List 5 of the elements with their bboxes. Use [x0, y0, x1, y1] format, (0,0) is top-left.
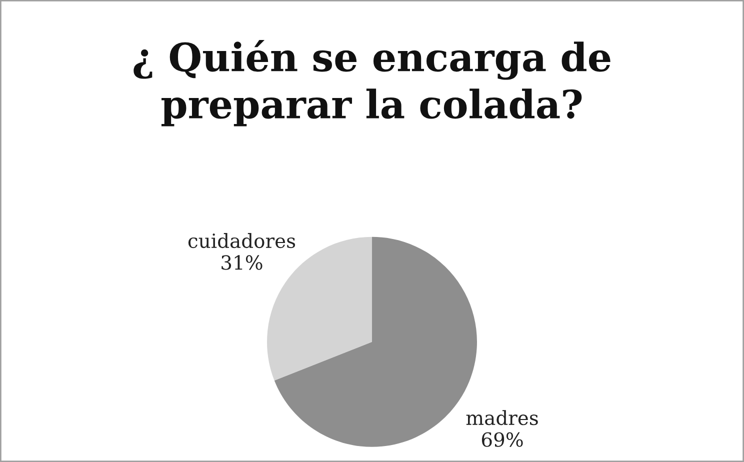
- data-label: 31%: [222, 255, 262, 270]
- slice-label: cuidadores: [188, 233, 296, 248]
- slice-label: madres: [466, 410, 538, 426]
- chart-title: ¿ Quién se encarga de preparar la colada?: [134, 40, 610, 126]
- data-label: 69%: [482, 432, 523, 447]
